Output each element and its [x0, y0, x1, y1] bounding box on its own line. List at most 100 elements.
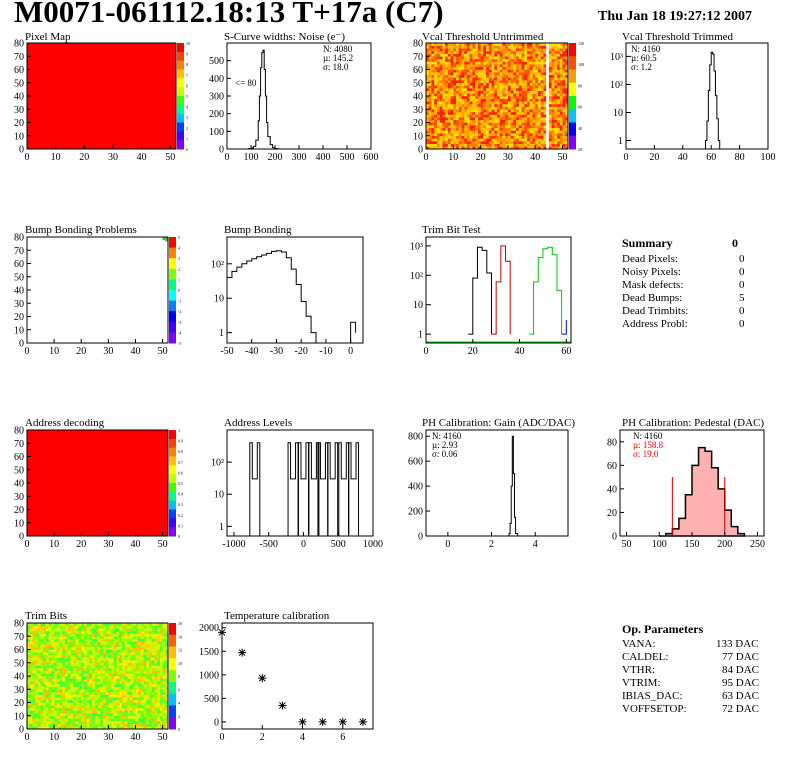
heatmap-cell [466, 43, 470, 46]
heatmap-cell [464, 56, 468, 60]
heatmap-cell [491, 56, 495, 60]
heatmap-cell [431, 109, 435, 113]
heatmap-cell [505, 74, 509, 78]
heatmap-cell [434, 122, 438, 126]
y-tick-label: 1 [618, 136, 623, 147]
heatmap-cell [119, 683, 123, 687]
heatmap-cell [472, 82, 476, 86]
heatmap-cell [75, 689, 79, 693]
heatmap-cell [510, 114, 514, 118]
heatmap-cell [548, 93, 552, 97]
heatmap-cell [486, 82, 490, 86]
heatmap-cell [529, 101, 533, 105]
palette-label: 3 [178, 256, 180, 261]
heatmap-cell [439, 66, 443, 70]
heatmap-cell [450, 74, 454, 78]
heatmap-cell [516, 61, 520, 65]
heatmap-cell [513, 50, 517, 54]
heatmap-cell [89, 628, 93, 632]
heatmap-cell [165, 662, 169, 666]
heatmap-cell [130, 723, 134, 727]
heatmap-cell [157, 702, 161, 706]
heatmap-cell [94, 726, 98, 730]
heatmap-cell [157, 707, 161, 711]
x-tick-label: 2 [489, 539, 494, 550]
heatmap-cell [527, 66, 531, 70]
heatmap-cell [456, 56, 460, 60]
heatmap-cell [431, 135, 435, 139]
heatmap-cell [165, 707, 169, 711]
heatmap-cell [475, 69, 479, 73]
heatmap-cell [469, 90, 473, 94]
heatmap-cell [434, 114, 438, 118]
heatmap-cell [551, 125, 555, 129]
heatmap-cell [86, 665, 90, 669]
heatmap-cell [475, 103, 479, 107]
heatmap-cell [483, 114, 487, 118]
heatmap-cell [507, 146, 511, 150]
op-param-value: 77 DAC [722, 651, 759, 663]
heatmap-cell [113, 713, 117, 717]
heatmap-cell [73, 641, 77, 645]
heatmap-cell [62, 726, 66, 730]
heatmap-cell [518, 45, 522, 49]
heatmap-cell [548, 88, 552, 91]
heatmap-cell [557, 48, 561, 52]
heatmap-cell [159, 681, 163, 685]
heatmap-cell [466, 135, 470, 139]
x-tick-label: -40 [245, 346, 258, 357]
heatmap-cell [48, 652, 52, 656]
heatmap-cell [119, 710, 123, 714]
heatmap-cell [94, 665, 98, 669]
heatmap-cell [477, 80, 481, 84]
heatmap-cell [138, 628, 142, 632]
heatmap-cell [537, 122, 541, 126]
heatmap-cell [81, 686, 85, 690]
heatmap-cell [507, 85, 511, 89]
heatmap-cell [491, 109, 495, 113]
heatmap-cell [111, 633, 115, 637]
heatmap-cell [453, 82, 457, 86]
heatmap-cell [86, 697, 90, 701]
heatmap-cell [439, 74, 443, 78]
palette-swatch [169, 705, 176, 718]
heatmap-cell [56, 668, 60, 671]
heatmap-cell [67, 638, 71, 642]
heatmap-cell [529, 125, 533, 129]
heatmap-cell [89, 646, 93, 650]
heatmap-cell [151, 715, 155, 719]
heatmap-cell [551, 103, 555, 107]
heatmap-cell [521, 82, 525, 86]
heatmap-cell [138, 702, 142, 706]
heatmap-cell [43, 694, 47, 698]
heatmap-cell [529, 133, 533, 137]
heatmap-cell [475, 141, 479, 144]
heatmap-cell [135, 662, 139, 666]
heatmap-cell [562, 135, 566, 139]
heatmap-cell [127, 699, 131, 703]
heatmap-cell [35, 623, 39, 626]
palette-swatch [569, 43, 576, 57]
heatmap-cell [535, 82, 539, 86]
palette-swatch [169, 300, 176, 312]
heatmap-cell [146, 633, 150, 637]
heatmap-cell [67, 723, 71, 727]
heatmap-cell [154, 623, 158, 626]
heatmap-cell [62, 710, 66, 714]
heatmap-cell [149, 641, 153, 645]
heatmap-cell [456, 111, 460, 115]
heatmap-cell [83, 641, 87, 645]
heatmap-cell [70, 646, 74, 650]
heatmap-cell [43, 691, 47, 695]
heatmap-cell [130, 654, 134, 658]
heatmap-cell [469, 58, 473, 62]
heatmap-cell [83, 723, 87, 727]
palette-swatch [169, 509, 176, 519]
heatmap-cell [494, 130, 498, 134]
heatmap-cell [431, 72, 435, 76]
heatmap-cell [32, 705, 36, 709]
palette-swatch [169, 321, 176, 333]
heatmap-cell [116, 676, 120, 679]
heatmap-cell [97, 641, 101, 645]
heatmap-cell [83, 646, 87, 650]
